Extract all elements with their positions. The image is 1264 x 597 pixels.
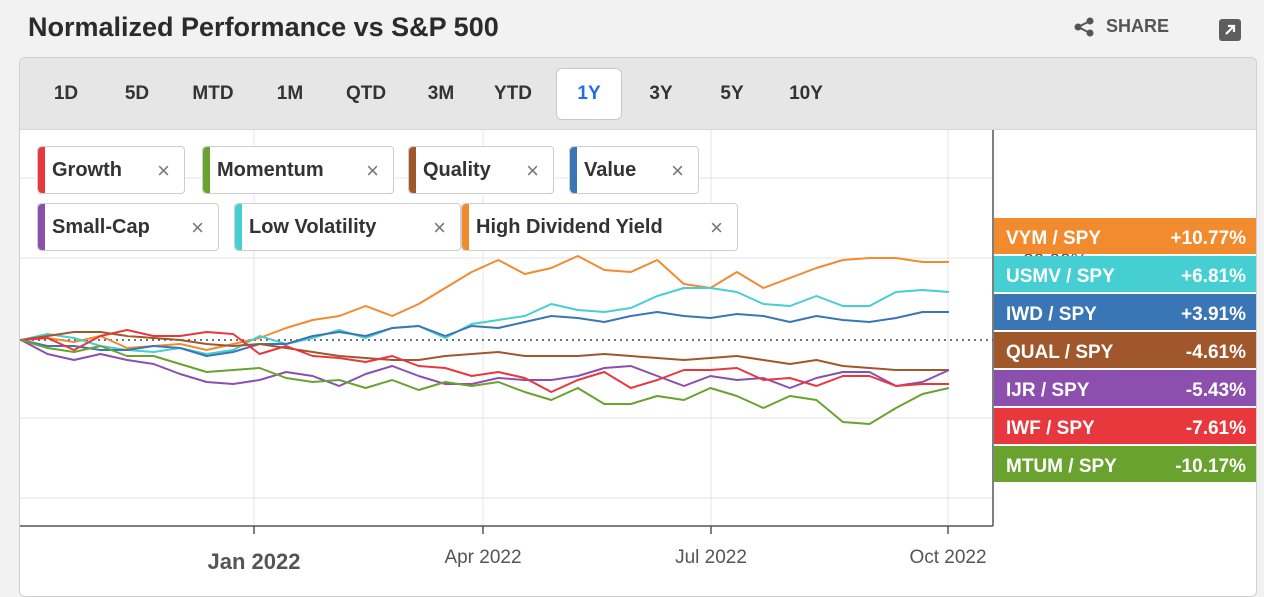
tab-5y[interactable]: 5Y	[720, 83, 744, 104]
series-line	[20, 331, 949, 371]
series-line	[20, 255, 949, 351]
tab-1d[interactable]: 1D	[53, 83, 79, 104]
expand-icon	[1225, 24, 1236, 35]
legend-value[interactable]: Value ×	[569, 146, 699, 194]
series-value-label: +6.81%	[1181, 266, 1246, 287]
tab-10y[interactable]: 10Y	[789, 83, 823, 104]
legend-label: High Dividend Yield	[476, 215, 663, 238]
series-name-label: IWD / SPY	[1006, 304, 1097, 325]
tab-3m[interactable]: 3M	[427, 83, 455, 104]
series-value-label: -7.61%	[1186, 418, 1246, 439]
series-value-box	[994, 370, 1256, 406]
share-button[interactable]: SHARE	[1074, 16, 1169, 37]
series-value-label: +10.77%	[1170, 228, 1246, 249]
close-icon[interactable]: ×	[157, 158, 170, 183]
tab-qtd[interactable]: QTD	[345, 83, 387, 104]
tab-mtd[interactable]: MTD	[192, 83, 234, 104]
range-tabs: 1D 5D MTD 1M QTD 3M YTD 1Y 3Y 5Y 10Y	[20, 58, 1256, 130]
legend-swatch	[409, 147, 416, 193]
legend-swatch	[462, 204, 469, 250]
legend-label: Growth	[52, 158, 122, 181]
legend-label: Momentum	[217, 158, 324, 181]
close-icon[interactable]: ×	[366, 158, 379, 183]
share-icon	[1074, 17, 1094, 36]
legend-high-dividend-yield[interactable]: High Dividend Yield ×	[461, 203, 738, 251]
x-tick-label: Jul 2022	[675, 547, 747, 568]
tab-3y[interactable]: 3Y	[649, 83, 673, 104]
legend-swatch	[570, 147, 577, 193]
chart-panel: 1D 5D MTD 1M QTD 3M YTD 1Y 3Y 5Y 10Y Jan…	[19, 57, 1257, 597]
tab-1y[interactable]: 1Y	[556, 68, 622, 120]
close-icon[interactable]: ×	[526, 158, 539, 183]
legend-label: Value	[584, 158, 637, 181]
close-icon[interactable]: ×	[433, 215, 446, 240]
series-name-label: USMV / SPY	[1006, 266, 1115, 287]
tab-1m[interactable]: 1M	[276, 83, 304, 104]
expand-button[interactable]	[1219, 19, 1241, 41]
series-value-label: -5.43%	[1186, 380, 1246, 401]
series-value-box	[994, 446, 1256, 482]
series-line	[20, 339, 950, 389]
legend-quality[interactable]: Quality ×	[408, 146, 554, 194]
series-name-label: QUAL / SPY	[1006, 342, 1114, 363]
x-tick-label: Apr 2022	[444, 547, 521, 568]
tab-5d[interactable]: 5D	[124, 83, 150, 104]
legend-label: Quality	[423, 158, 491, 181]
series-line	[20, 339, 950, 425]
close-icon[interactable]: ×	[710, 215, 723, 240]
series-value-label: -4.61%	[1186, 342, 1246, 363]
series-name-label: IJR / SPY	[1006, 380, 1090, 401]
legend-swatch	[38, 147, 45, 193]
page-title: Normalized Performance vs S&P 500	[28, 12, 499, 42]
series-line	[20, 311, 949, 357]
series-name-label: VYM / SPY	[1006, 228, 1101, 249]
legend-swatch	[38, 204, 45, 250]
legend-swatch	[203, 147, 210, 193]
legend-low-volatility[interactable]: Low Volatility ×	[234, 203, 461, 251]
series-line	[20, 329, 949, 393]
series-value-label: +3.91%	[1181, 304, 1246, 325]
series-value-box	[994, 294, 1256, 330]
legend-momentum[interactable]: Momentum ×	[202, 146, 394, 194]
series-name-label: IWF / SPY	[1006, 418, 1095, 439]
close-icon[interactable]: ×	[671, 158, 684, 183]
close-icon[interactable]: ×	[191, 215, 204, 240]
legend-growth[interactable]: Growth ×	[37, 146, 185, 194]
legend-label: Small-Cap	[52, 215, 150, 238]
x-tick-label: Jan 2022	[208, 549, 301, 574]
series-line	[20, 287, 950, 355]
series-value-box	[994, 332, 1256, 368]
series-value-label: -10.17%	[1175, 456, 1246, 477]
x-tick-label: Oct 2022	[909, 547, 986, 568]
series-name-label: MTUM / SPY	[1006, 456, 1117, 477]
tab-ytd[interactable]: YTD	[494, 83, 532, 104]
share-label: SHARE	[1106, 16, 1170, 36]
series-value-box	[994, 218, 1256, 254]
legend-small-cap[interactable]: Small-Cap ×	[37, 203, 219, 251]
series-value-box	[994, 256, 1256, 292]
legend-swatch	[235, 204, 242, 250]
legend-label: Low Volatility	[249, 215, 377, 238]
series-value-box	[994, 408, 1256, 444]
